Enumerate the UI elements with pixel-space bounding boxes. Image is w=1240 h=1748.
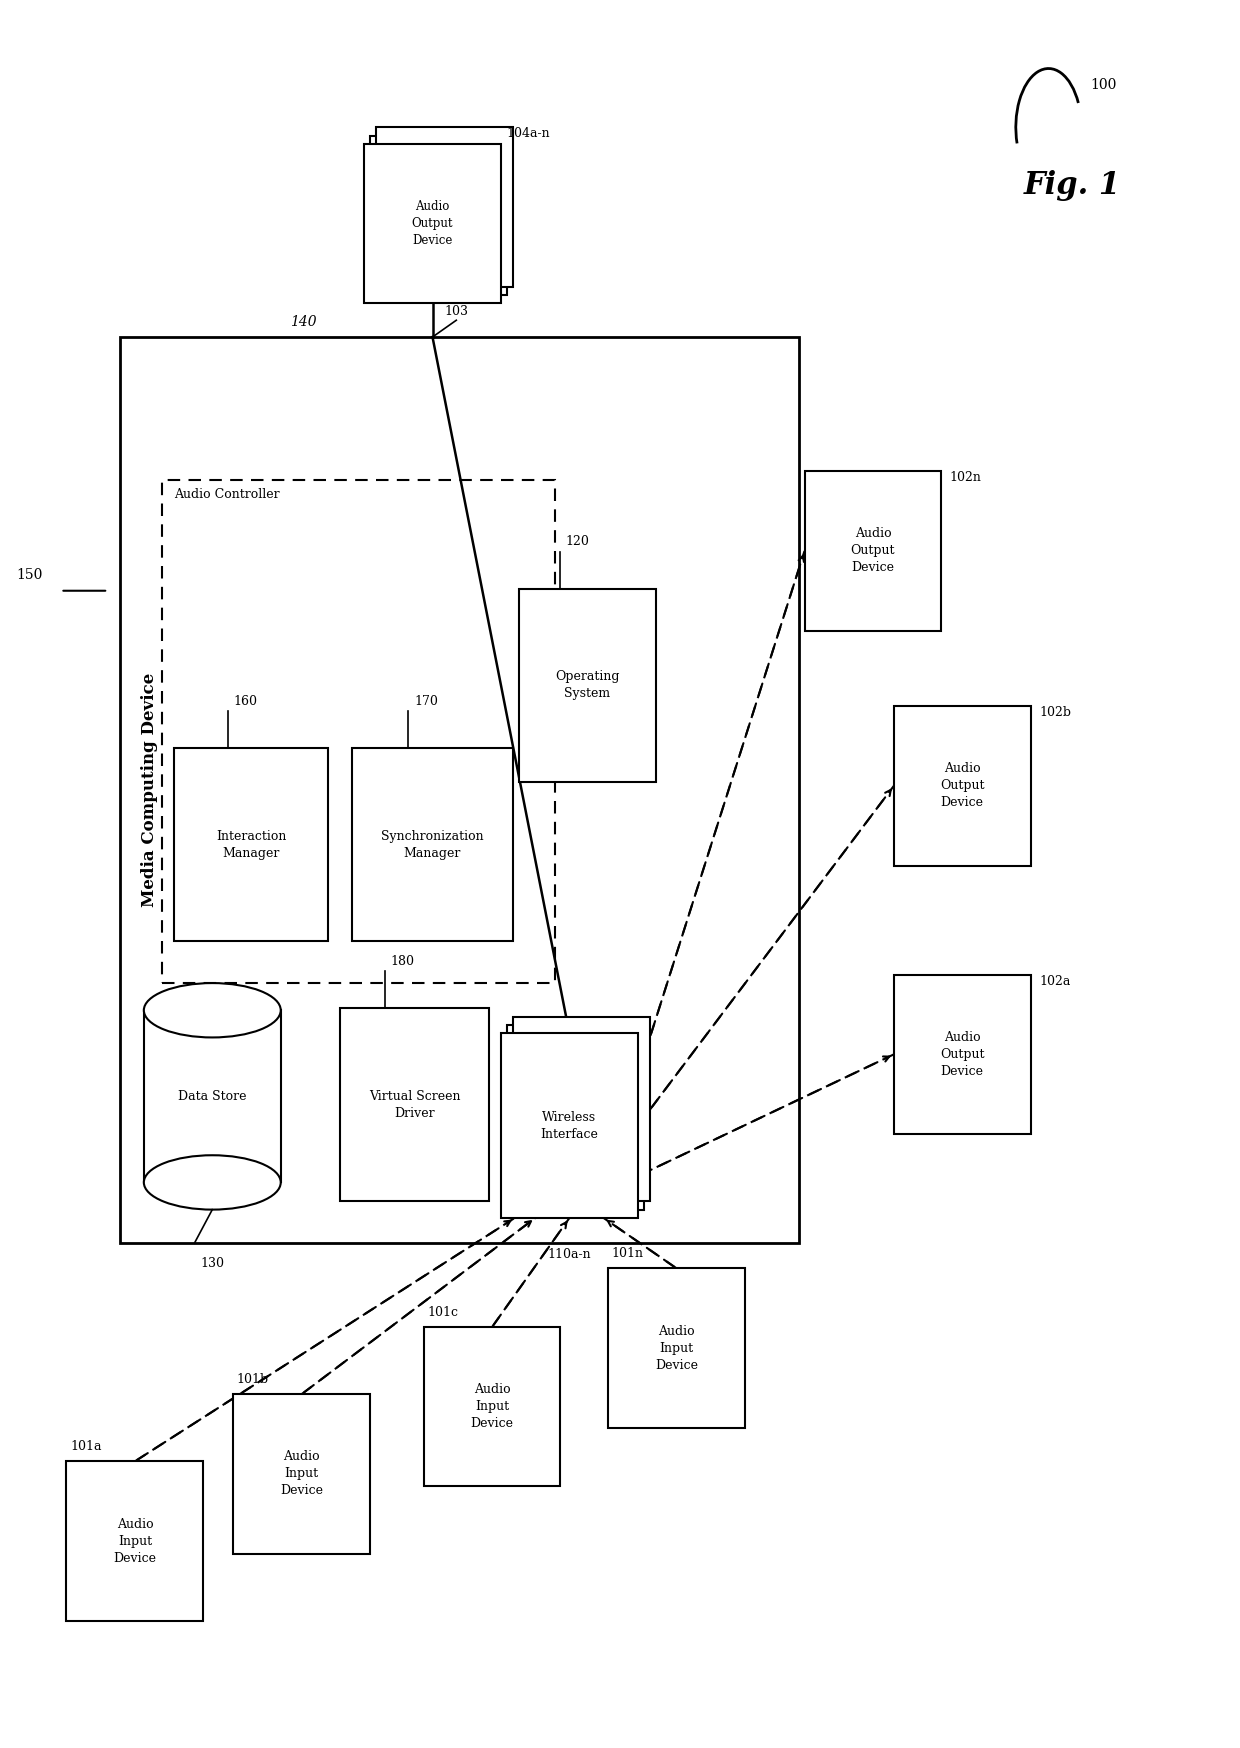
Text: 101n: 101n [611,1246,644,1260]
Text: 160: 160 [233,696,258,708]
Text: 102b: 102b [1039,706,1071,718]
Text: Audio
Output
Device: Audio Output Device [851,528,895,575]
Text: 103: 103 [444,306,469,318]
Bar [376,128,513,287]
Bar [352,748,513,940]
Text: 100: 100 [1090,79,1116,93]
Text: Synchronization
Manager: Synchronization Manager [381,830,484,860]
Bar [424,1327,560,1486]
Bar [608,1269,745,1428]
Text: Wireless
Interface: Wireless Interface [541,1110,599,1141]
Text: Audio
Output
Device: Audio Output Device [940,1031,985,1079]
Bar [161,479,554,982]
Bar [501,1033,637,1218]
Bar [518,589,656,781]
Text: Audio
Output
Device: Audio Output Device [412,201,454,246]
Text: Audio
Input
Device: Audio Input Device [470,1383,513,1430]
Bar [507,1024,644,1210]
Text: Audio
Input
Device: Audio Input Device [655,1325,698,1372]
Bar [370,136,507,295]
Text: Virtual Screen
Driver: Virtual Screen Driver [370,1089,460,1120]
Bar [67,1461,203,1620]
Text: Fig. 1: Fig. 1 [1024,171,1121,201]
Text: 101c: 101c [427,1306,458,1318]
Text: Audio
Input
Device: Audio Input Device [280,1451,324,1498]
Text: 104a-n: 104a-n [507,128,551,140]
Bar [805,472,941,631]
Text: Media Computing Device: Media Computing Device [141,673,159,907]
Ellipse shape [144,982,280,1038]
Text: 140: 140 [290,315,316,329]
Text: 150: 150 [16,568,42,582]
Ellipse shape [144,1155,280,1210]
Text: Interaction
Manager: Interaction Manager [216,830,286,860]
Text: Data Store: Data Store [179,1089,247,1103]
Text: 120: 120 [565,535,590,549]
Bar [144,1182,280,1210]
Bar [894,706,1030,865]
Text: 130: 130 [201,1257,224,1269]
Text: Audio Controller: Audio Controller [174,488,279,502]
Bar [174,748,329,940]
Text: 102n: 102n [950,472,982,484]
Bar [120,337,799,1243]
Text: Audio
Input
Device: Audio Input Device [113,1517,156,1564]
Bar [144,1010,280,1182]
Bar [513,1017,650,1201]
Text: 102a: 102a [1039,975,1070,988]
Bar [233,1395,370,1554]
Text: 180: 180 [391,954,415,968]
Bar [340,1009,489,1201]
Text: 170: 170 [414,696,438,708]
Text: 101a: 101a [69,1440,102,1453]
Text: 110a-n: 110a-n [548,1248,591,1262]
Text: Audio
Output
Device: Audio Output Device [940,762,985,809]
Bar [894,975,1030,1134]
Text: Operating
System: Operating System [556,669,620,701]
Text: 101b: 101b [237,1372,269,1386]
Bar [365,143,501,304]
